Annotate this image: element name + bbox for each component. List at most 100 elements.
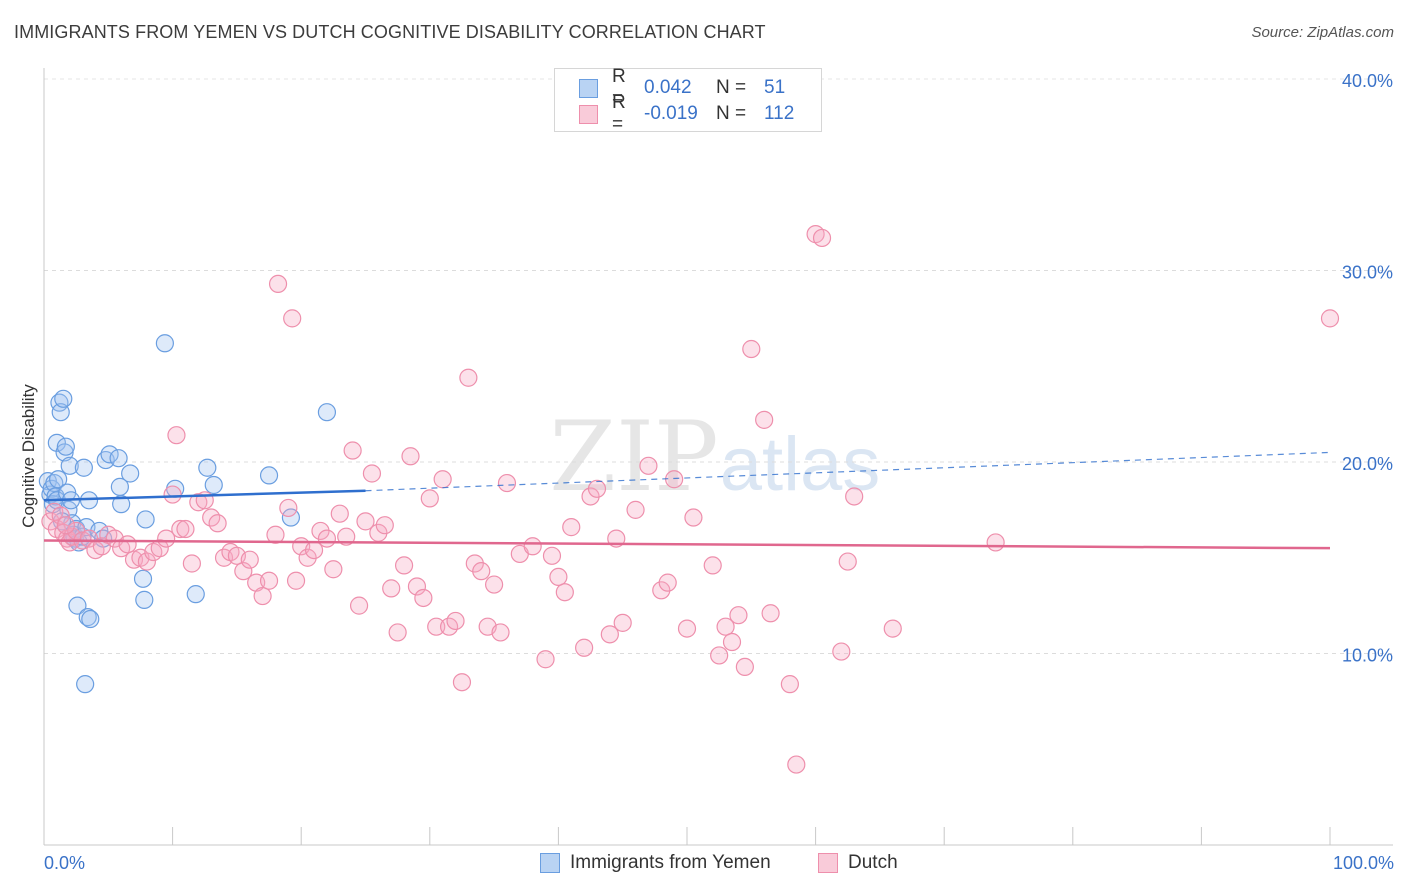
point-yemen-47: [259, 466, 279, 485]
point-dutch-112: [838, 552, 857, 571]
point-dutch-110: [812, 228, 832, 248]
y-tick-labels: 10.0% 20.0% 30.0% 40.0%: [1342, 71, 1393, 666]
point-dutch-55: [356, 512, 375, 531]
y-tick-label-30: 30.0%: [1342, 263, 1393, 283]
watermark: ZIP atlas: [549, 401, 880, 513]
point-dutch-70: [452, 673, 472, 692]
legend-swatch-yemen: [540, 853, 560, 873]
point-yemen-10: [51, 403, 70, 422]
point-dutch-85: [575, 638, 594, 657]
point-dutch-41: [268, 274, 288, 294]
legend-swatch-dutch: [818, 853, 838, 873]
point-dutch-22: [157, 529, 176, 548]
point-dutch-88: [600, 625, 619, 644]
point-dutch-38: [253, 586, 272, 606]
point-dutch-40: [266, 525, 285, 544]
point-dutch-75: [485, 575, 504, 594]
point-dutch-71: [459, 368, 478, 387]
y-tick-label-20: 20.0%: [1342, 454, 1393, 474]
watermark-zip: ZIP: [549, 401, 718, 513]
point-dutch-36: [240, 550, 259, 569]
point-dutch-90: [613, 613, 632, 632]
point-dutch-105: [755, 410, 774, 429]
legend-n-value: 51: [764, 77, 786, 98]
y-tick-label-40: 40.0%: [1342, 71, 1393, 91]
point-dutch-26: [176, 519, 195, 539]
chart-title: IMMIGRANTS FROM YEMEN VS DUTCH COGNITIVE…: [14, 22, 766, 42]
point-yemen-34: [100, 445, 119, 464]
trend-lines: [43, 451, 1331, 550]
point-dutch-49: [317, 529, 337, 548]
legend-r-value: 0.042: [644, 77, 692, 98]
legend-n-label: N =: [716, 103, 747, 124]
point-dutch-97: [684, 508, 703, 527]
point-yemen-39: [133, 569, 153, 588]
legend-swatch-blue: [579, 78, 598, 98]
point-dutch-101: [722, 632, 742, 652]
point-dutch-19: [137, 552, 156, 571]
point-dutch-51: [330, 504, 349, 523]
point-dutch-98: [703, 556, 722, 575]
point-dutch-107: [780, 675, 799, 694]
point-dutch-16: [118, 535, 137, 554]
point-yemen-13: [56, 437, 75, 456]
point-yemen-25: [74, 458, 93, 477]
legend-item-dutch[interactable]: Dutch: [818, 852, 898, 874]
point-yemen-44: [186, 585, 205, 604]
point-yemen-49: [317, 403, 337, 422]
point-dutch-83: [555, 583, 574, 602]
point-yemen-35: [109, 449, 128, 468]
point-yemen-37: [112, 495, 131, 514]
series-legend: Immigrants from Yemen Dutch: [0, 852, 1406, 878]
point-dutch-117: [56, 516, 75, 535]
point-yemen-16: [60, 456, 79, 475]
point-yemen-29: [81, 609, 100, 629]
legend-item-yemen[interactable]: Immigrants from Yemen: [540, 852, 771, 874]
point-dutch-106: [761, 604, 780, 623]
legend-row-dutch: R = -0.019 N = 112: [579, 92, 795, 135]
point-dutch-44: [286, 571, 306, 590]
legend-n-value: 112: [764, 103, 795, 124]
watermark-atlas: atlas: [720, 422, 881, 507]
point-dutch-102: [729, 606, 748, 625]
point-dutch-103: [735, 657, 754, 677]
point-yemen-12: [55, 443, 74, 462]
point-dutch-64: [414, 588, 433, 608]
point-dutch-82: [549, 567, 568, 587]
point-dutch-111: [832, 642, 851, 661]
trend-yemen: [43, 489, 366, 502]
point-yemen-27: [78, 608, 97, 627]
point-yemen-8: [47, 433, 66, 452]
point-dutch-24: [167, 426, 186, 445]
point-dutch-99: [710, 646, 729, 665]
point-dutch-58: [375, 516, 394, 535]
point-dutch-42: [279, 498, 298, 518]
trend-dutch: [43, 539, 1331, 550]
x-tick-label-min: 0.0%: [44, 853, 85, 873]
point-dutch-69: [446, 611, 465, 631]
legend-r-value: -0.019: [644, 103, 698, 124]
point-dutch-100: [716, 617, 735, 636]
point-dutch-113: [845, 487, 864, 506]
point-dutch-91: [626, 500, 645, 519]
point-dutch-92: [639, 456, 658, 475]
point-yemen-22: [68, 596, 87, 615]
point-dutch-60: [388, 623, 407, 642]
point-yemen-42: [155, 334, 174, 353]
point-yemen-46: [204, 475, 223, 495]
point-dutch-39: [259, 571, 279, 590]
point-dutch-43: [283, 309, 302, 328]
point-dutch-3: [51, 506, 70, 525]
point-dutch-27: [182, 554, 201, 573]
legend-r-label: R =: [612, 92, 626, 135]
point-dutch-31: [208, 514, 227, 533]
trend-yemen-extrapolated: [365, 451, 1331, 492]
point-yemen-11: [54, 389, 73, 408]
point-dutch-79: [523, 537, 542, 556]
point-dutch-65: [420, 489, 439, 508]
point-dutch-52: [337, 527, 356, 546]
point-dutch-53: [343, 441, 362, 460]
series-dutch: [41, 225, 1340, 774]
point-yemen-38: [121, 464, 140, 483]
